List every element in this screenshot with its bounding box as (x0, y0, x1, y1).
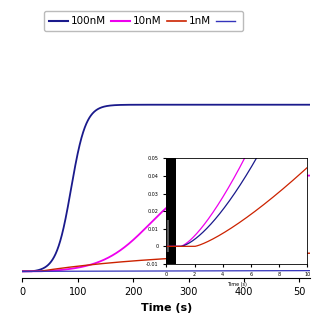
Bar (152, 220, 169, 252)
Bar (145, 158, 176, 264)
X-axis label: Time (s): Time (s) (141, 303, 192, 313)
Legend: 100nM, 10nM, 1nM, : 100nM, 10nM, 1nM, (44, 11, 243, 31)
X-axis label: Time (s): Time (s) (227, 282, 247, 287)
